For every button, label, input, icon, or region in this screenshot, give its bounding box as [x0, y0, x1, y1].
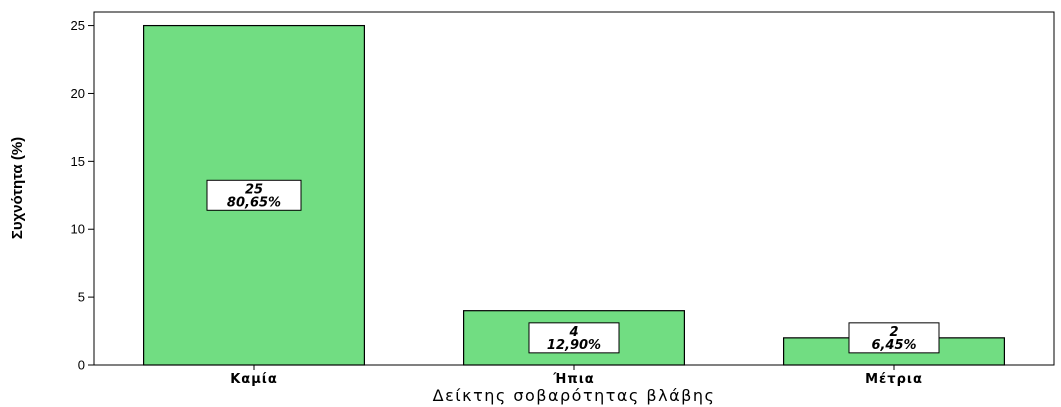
- data-label-count: 4: [568, 325, 578, 340]
- x-axis: Καμία Ήπια Μέτρια: [230, 365, 923, 387]
- data-label-percent: 6,45%: [871, 338, 916, 353]
- data-label-count: 25: [245, 182, 263, 197]
- x-tick-label: Μέτρια: [865, 372, 923, 387]
- y-tick-label: 5: [78, 290, 85, 305]
- data-label-percent: 12,90%: [547, 338, 601, 353]
- data-label-percent: 80,65%: [227, 195, 281, 210]
- x-axis-title: Δείκτης σοβαρότητας βλάβης: [433, 386, 716, 405]
- x-tick-label: Ήπια: [552, 372, 594, 387]
- y-tick-label: 25: [71, 18, 85, 33]
- y-tick-label: 20: [71, 86, 85, 101]
- data-label-box: [848, 322, 940, 354]
- data-label-box: [206, 179, 302, 211]
- data-label-box: [528, 322, 620, 354]
- y-tick-label: 10: [71, 222, 85, 237]
- x-tick-label: Καμία: [230, 372, 278, 387]
- y-tick-label: 15: [71, 154, 85, 169]
- y-axis: 0 5 10 15 20 25: [71, 18, 94, 373]
- data-label-count: 2: [889, 325, 898, 340]
- y-axis-title: Συχνότητα (%): [9, 137, 26, 239]
- y-tick-label: 0: [78, 358, 85, 373]
